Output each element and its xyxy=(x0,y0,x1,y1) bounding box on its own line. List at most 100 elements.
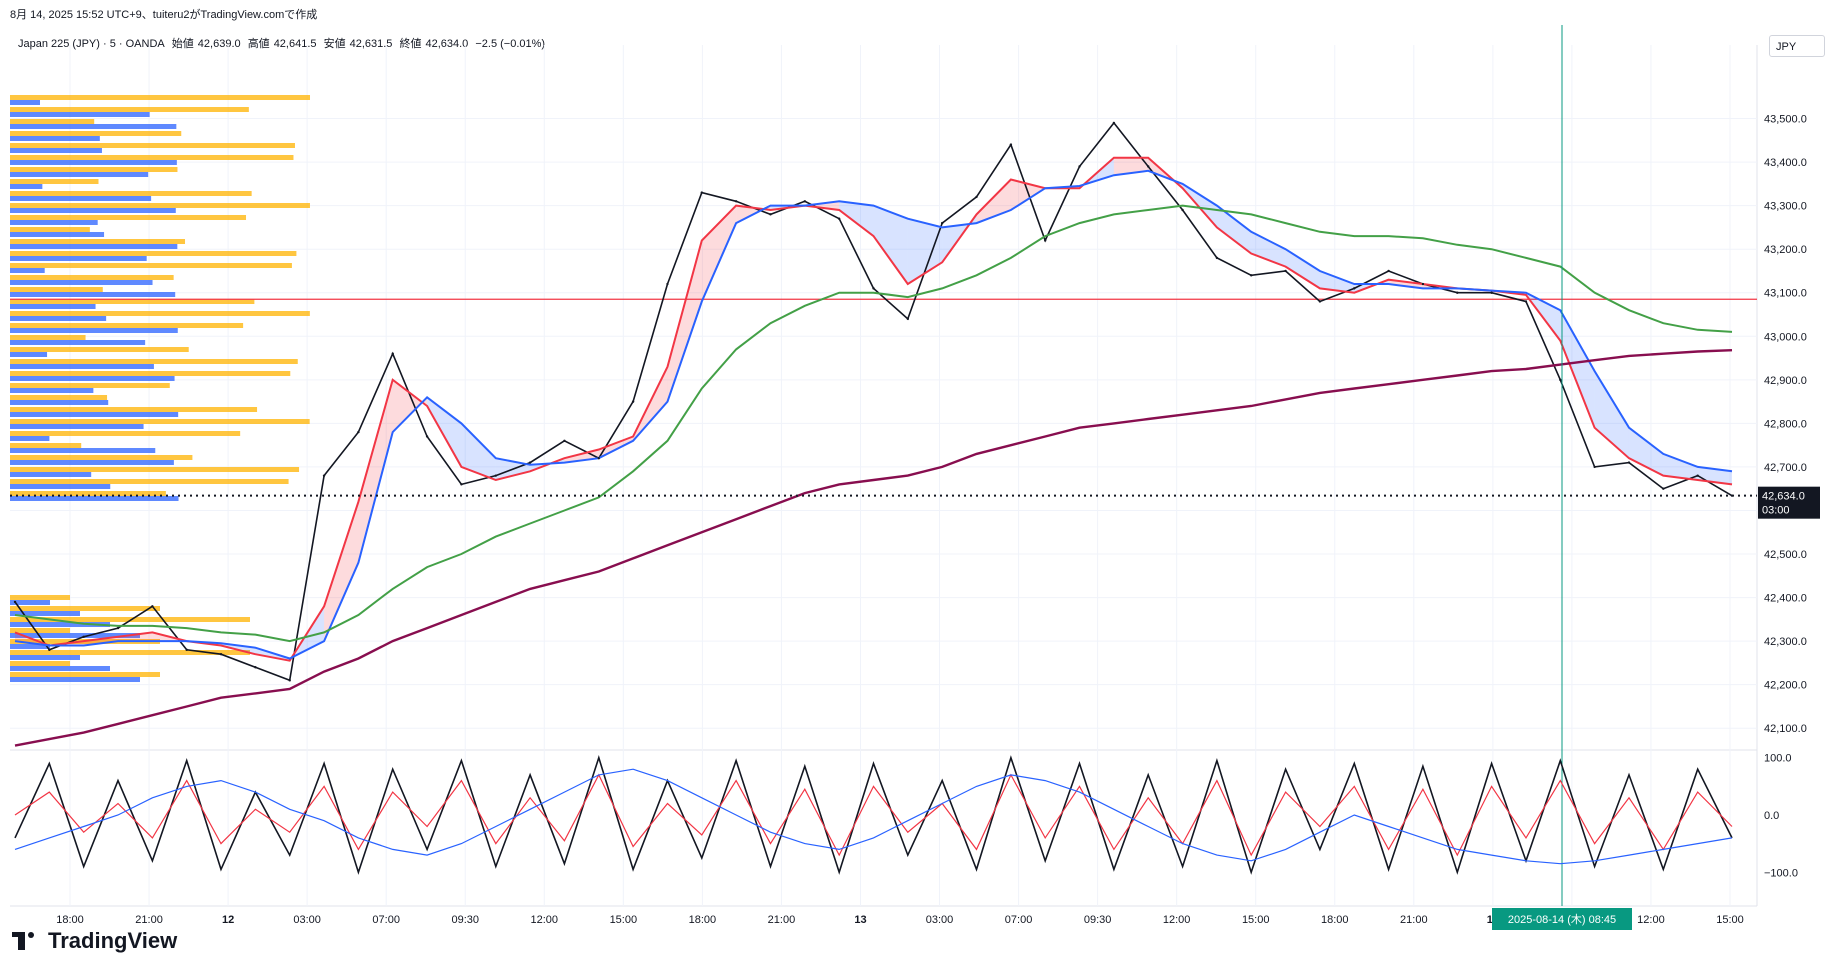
price-point xyxy=(425,435,429,438)
ema-cloud-segment xyxy=(392,379,428,433)
price-point xyxy=(837,217,841,220)
ema-cloud-segment xyxy=(1113,157,1149,176)
volume-profile-bar xyxy=(10,172,149,177)
oscillator-tick-label: 100.0 xyxy=(1764,753,1792,765)
price-point xyxy=(1387,269,1390,273)
ema-cloud-segment xyxy=(1594,371,1629,459)
volume-profile-bar xyxy=(10,232,105,237)
volume-profile-bar xyxy=(10,666,110,671)
volume-profile-bar xyxy=(10,155,294,160)
symbol-title[interactable]: Japan 225 (JPY) · 5 · OANDA xyxy=(18,38,165,50)
volume-profile-bar xyxy=(10,131,182,136)
x-tick-label: 07:00 xyxy=(372,914,400,926)
price-point xyxy=(13,600,17,604)
oscillator-tick-label: −100.0 xyxy=(1764,867,1798,879)
volume-profile-bar xyxy=(10,299,255,304)
x-tick-label: 21:00 xyxy=(768,914,796,926)
ema-long-line[interactable] xyxy=(14,349,1733,747)
volume-profile-bar xyxy=(10,371,291,376)
volume-profile-bar xyxy=(10,419,310,424)
price-point xyxy=(288,679,291,682)
volume-profile-bar xyxy=(10,677,140,682)
volume-profile-bar xyxy=(10,275,174,280)
stoch-k-line[interactable] xyxy=(14,755,1733,875)
price-point xyxy=(1112,121,1116,125)
y-tick-label: 42,500.0 xyxy=(1764,549,1807,561)
tradingview-logo-icon xyxy=(12,932,42,950)
volume-profile-bar xyxy=(10,251,297,256)
x-tick-label: 09:30 xyxy=(451,914,479,926)
volume-profile-bar xyxy=(10,400,109,405)
ema-cloud-segment xyxy=(1628,427,1664,476)
ema-cloud-segment xyxy=(358,379,393,563)
price-point xyxy=(666,282,669,286)
tradingview-brand[interactable]: TradingView xyxy=(12,928,177,954)
volume-profile-bar xyxy=(10,136,100,141)
x-tick-label: 18:00 xyxy=(1321,914,1349,926)
volume-profile-bar xyxy=(10,424,144,429)
volume-profile-bar xyxy=(10,304,96,309)
low-value: 42,631.5 xyxy=(349,38,393,50)
x-tick-label: 15:00 xyxy=(1716,914,1744,926)
x-tick-label: 03:00 xyxy=(926,914,954,926)
ema-cloud-segment xyxy=(667,240,702,402)
price-point xyxy=(1284,269,1287,273)
x-tick-label: 12:00 xyxy=(1637,914,1665,926)
volume-profile-bar xyxy=(10,280,153,285)
volume-profile-bar xyxy=(10,628,70,633)
currency-button[interactable]: JPY xyxy=(1769,35,1825,57)
ema-cloud-segment xyxy=(461,423,496,480)
volume-profile-bar xyxy=(10,595,70,600)
y-tick-label: 42,800.0 xyxy=(1764,418,1807,430)
volume-profile-bar xyxy=(10,491,166,496)
ema-fast-line[interactable] xyxy=(14,156,1733,662)
x-tick-label: 21:00 xyxy=(1400,914,1428,926)
stoch-d-line[interactable] xyxy=(14,773,1733,857)
price-point xyxy=(1627,461,1631,464)
volume-profile-bar xyxy=(10,316,107,321)
volume-profile-bar xyxy=(10,335,86,340)
volume-profile-bar xyxy=(10,347,189,352)
stoch-slow-line[interactable] xyxy=(14,768,1733,865)
ema-cloud-segment xyxy=(873,205,908,285)
x-tick-label: 12:00 xyxy=(531,914,559,926)
volume-profile-bar xyxy=(10,448,156,453)
volume-profile-bar xyxy=(10,431,241,436)
x-tick-label: 18:00 xyxy=(689,914,717,926)
y-tick-label: 42,700.0 xyxy=(1764,462,1807,474)
volume-profile-bar xyxy=(10,395,108,400)
volume-profile-bar xyxy=(10,479,289,484)
volume-profile-bar xyxy=(10,323,244,328)
volume-profile-bar xyxy=(10,268,45,273)
volume-profile-bar xyxy=(10,220,98,225)
volume-profile-bar xyxy=(10,376,175,381)
price-point xyxy=(700,191,703,194)
ema-cloud-segment xyxy=(1663,453,1698,480)
price-point xyxy=(1215,256,1219,260)
volume-profile-bar xyxy=(10,364,154,369)
ema-cloud-segment xyxy=(804,201,840,210)
ema-cloud-segment xyxy=(1285,249,1320,289)
ema-cloud-segment xyxy=(1216,205,1252,254)
price-point xyxy=(1696,474,1699,477)
ema-slow-line[interactable] xyxy=(14,204,1733,643)
price-point xyxy=(357,430,360,434)
price-point xyxy=(940,221,944,225)
volume-profile-bar xyxy=(10,184,43,189)
high-value: 42,641.5 xyxy=(273,38,317,50)
ema-cloud-segment xyxy=(701,205,737,302)
ema-mid-line[interactable] xyxy=(14,169,1733,660)
y-tick-label: 43,200.0 xyxy=(1764,244,1807,256)
ema-cloud-segment xyxy=(1319,270,1355,293)
volume-profile-bar xyxy=(10,95,310,100)
price-point xyxy=(1456,291,1459,294)
volume-profile-bar xyxy=(10,124,177,129)
crosshair-time-badge xyxy=(1492,908,1632,930)
price-point xyxy=(1490,291,1493,294)
price-point xyxy=(1318,300,1322,303)
price-point xyxy=(769,213,772,216)
volume-profile-bar xyxy=(10,611,80,616)
volume-profile-bar xyxy=(10,443,82,448)
x-tick-label: 09:30 xyxy=(1084,914,1112,926)
